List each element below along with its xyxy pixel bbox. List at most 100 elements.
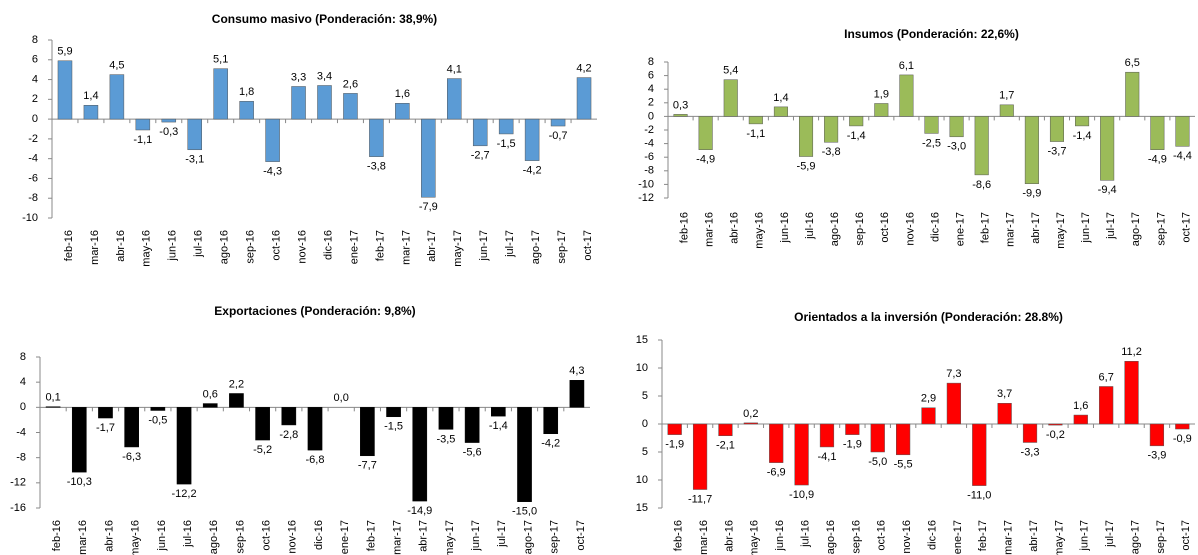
bar	[135, 118, 151, 131]
value-label: -1,9	[665, 439, 684, 451]
bar	[1124, 361, 1139, 425]
x-tick-label: jul-17	[496, 520, 508, 548]
bar	[819, 423, 835, 448]
x-tick-label: may-17	[1055, 212, 1067, 249]
y-tick-label: 4	[32, 73, 38, 85]
x-tick-label: abr-16	[729, 212, 741, 244]
x-tick-label: abr-17	[1028, 520, 1040, 552]
value-label: 5,1	[213, 54, 228, 66]
x-tick-label: ene-17	[955, 212, 967, 246]
bar	[946, 382, 961, 425]
x-tick-label: oct-17	[582, 230, 594, 261]
y-tick-label: 2	[32, 93, 38, 105]
x-tick-label: dic-16	[929, 212, 941, 242]
bar	[997, 403, 1012, 425]
x-tick-label: dic-16	[313, 520, 325, 550]
value-label: -6,8	[306, 454, 325, 466]
y-tick-label: 15	[636, 502, 648, 514]
value-label: -15,0	[512, 506, 537, 518]
bar	[896, 423, 911, 456]
value-label: -3,7	[1047, 145, 1066, 157]
bar	[176, 407, 192, 485]
bar	[974, 116, 989, 176]
bar	[45, 406, 61, 408]
bar	[491, 407, 506, 417]
bar	[98, 407, 113, 419]
bar	[748, 116, 763, 125]
bar	[874, 103, 889, 117]
y-tick-label: 0	[648, 110, 654, 122]
x-tick-label: oct-17	[1180, 520, 1192, 551]
bar	[187, 118, 202, 151]
bar	[109, 74, 125, 120]
bar	[550, 118, 566, 127]
bar	[265, 118, 280, 162]
value-label: -5,6	[463, 446, 482, 458]
value-label: -4,9	[1148, 154, 1167, 166]
x-tick-label: dic-16	[322, 230, 334, 260]
bar	[673, 114, 688, 117]
x-tick-label: sep-16	[245, 230, 257, 264]
x-tick-label: feb-17	[977, 520, 989, 551]
x-tick-label: ago-17	[522, 520, 534, 554]
y-tick-label: -2	[644, 124, 654, 136]
value-label: -3,9	[1147, 450, 1166, 462]
value-label: 2,2	[229, 378, 244, 390]
x-tick-label: may-16	[130, 520, 142, 555]
bar	[229, 393, 244, 408]
x-tick-label: nov-16	[287, 520, 299, 554]
bar	[412, 407, 428, 502]
bar	[369, 118, 384, 157]
bar	[824, 116, 839, 143]
x-tick-label: jul-16	[182, 520, 194, 548]
bar	[1048, 423, 1063, 426]
value-label: -0,5	[148, 414, 167, 426]
bar	[213, 68, 228, 120]
x-tick-label: jul-17	[504, 230, 516, 258]
value-label: -2,1	[716, 440, 735, 452]
x-tick-label: may-16	[754, 212, 766, 249]
bar	[281, 407, 297, 426]
value-label: 1,4	[83, 90, 98, 102]
value-label: 5,4	[723, 65, 738, 77]
x-tick-label: abr-16	[115, 230, 127, 262]
x-tick-label: oct-16	[271, 230, 283, 261]
chart-title: Orientados a la inversión (Ponderación: …	[794, 310, 1063, 324]
bar	[1049, 116, 1065, 142]
value-label: -7,7	[358, 460, 377, 472]
x-tick-label: feb-16	[673, 520, 685, 551]
x-tick-label: sep-17	[1155, 212, 1167, 246]
y-tick-label: 5	[642, 390, 648, 402]
value-label: -10,9	[789, 489, 814, 501]
x-tick-label: abr-16	[723, 520, 735, 552]
x-tick-label: oct-16	[879, 212, 891, 243]
chart-title: Exportaciones (Ponderación: 9,8%)	[214, 304, 415, 318]
value-label: -9,9	[1022, 188, 1041, 200]
value-label: -11,0	[967, 490, 991, 502]
x-tick-label: jun-16	[779, 212, 791, 244]
bar	[1024, 116, 1039, 184]
value-label: 3,3	[291, 71, 306, 83]
x-tick-label: sep-16	[234, 520, 246, 554]
bar	[255, 407, 270, 441]
value-label: 4,3	[569, 365, 584, 377]
x-tick-label: ago-16	[219, 230, 231, 264]
value-label: 1,9	[874, 88, 889, 100]
bar	[949, 116, 964, 138]
bar	[1100, 116, 1115, 181]
bar	[1099, 386, 1114, 425]
y-tick-label: -10	[638, 178, 654, 190]
x-tick-label: feb-17	[365, 520, 377, 551]
x-tick-label: ene-17	[952, 520, 964, 554]
x-tick-label: mar-16	[698, 520, 710, 555]
y-tick-label: 8	[32, 34, 38, 46]
value-label: 6,5	[1125, 57, 1140, 69]
x-tick-label: mar-17	[391, 520, 403, 555]
value-label: -0,2	[1046, 429, 1065, 441]
bar	[395, 103, 410, 120]
value-label: 2,9	[921, 393, 936, 405]
bar	[921, 407, 936, 425]
x-tick-label: jul-17	[1104, 520, 1116, 548]
y-tick-label: -4	[16, 426, 26, 438]
x-tick-label: nov-16	[901, 520, 913, 554]
